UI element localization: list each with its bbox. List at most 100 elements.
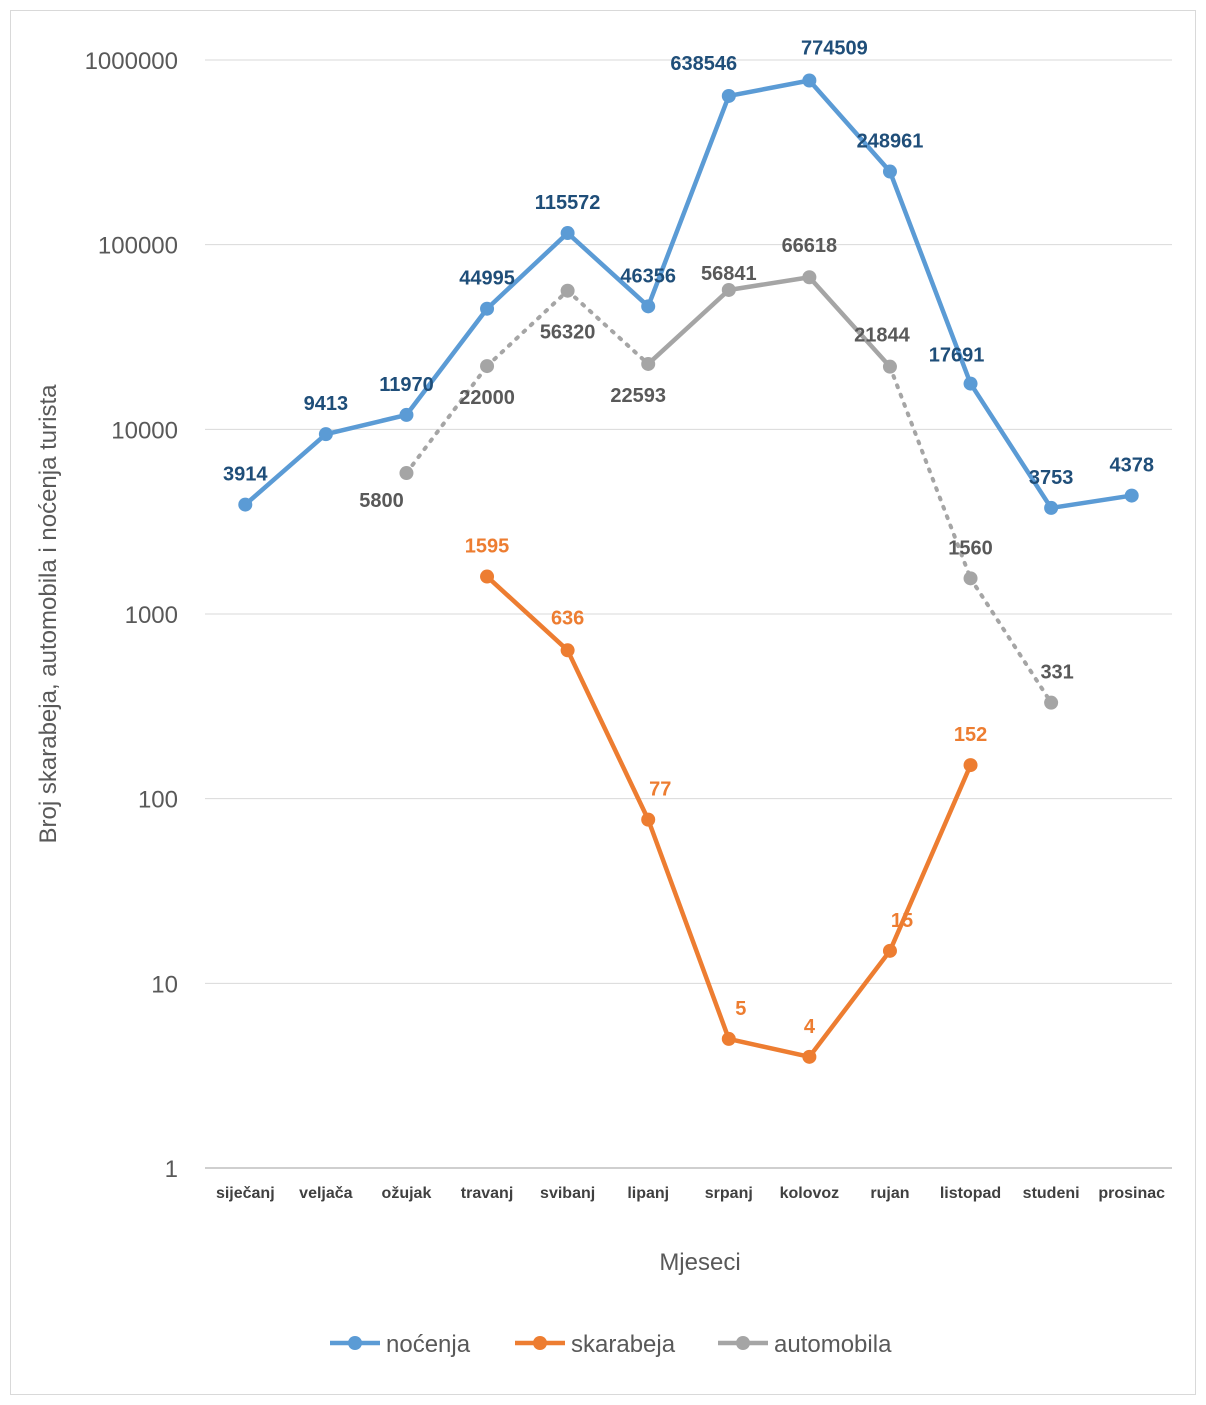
- series-segment: [565, 288, 651, 366]
- data-point: [560, 643, 575, 658]
- data-label: 5800: [359, 490, 404, 512]
- data-point: [802, 1049, 817, 1064]
- data-point: [1044, 500, 1059, 515]
- series-segment: [887, 169, 973, 386]
- data-point: [1124, 488, 1139, 503]
- series-segment: [887, 762, 973, 954]
- x-tick-label: studeni: [1023, 1185, 1080, 1202]
- series-segment: [968, 381, 1054, 511]
- series-group: [238, 73, 1139, 1064]
- data-point: [721, 1031, 736, 1046]
- data-point: [480, 569, 495, 584]
- series-segment: [807, 78, 893, 174]
- data-point: [238, 497, 253, 512]
- series-segment: [484, 574, 570, 653]
- chart-frame: [10, 10, 1196, 1395]
- data-label: 3914: [223, 464, 268, 486]
- series-segment: [726, 78, 812, 99]
- data-label: 17691: [929, 345, 985, 367]
- x-tick-label: listopad: [940, 1185, 1001, 1202]
- series-segment: [243, 431, 329, 507]
- data-labels: 3914 9413 11970 44995 115572 46356 638546 77450…: [223, 37, 1154, 1037]
- y-axis-ticks: 1 10 100 1000 10000 100000 1000000: [85, 48, 178, 1183]
- series-segment: [807, 948, 893, 1060]
- series-segment: [484, 230, 570, 311]
- data-point: [882, 943, 897, 958]
- legend-marker: [736, 1336, 750, 1350]
- data-label: 636: [551, 607, 584, 629]
- data-label: 152: [954, 724, 987, 746]
- data-point: [480, 301, 495, 316]
- series-segment: [565, 230, 651, 309]
- data-label: 22000: [459, 387, 515, 409]
- series-automobila: [399, 270, 1059, 710]
- data-point: [721, 282, 736, 297]
- data-point: [641, 812, 656, 827]
- x-tick-label: veljača: [299, 1185, 352, 1202]
- y-tick-label: 1000000: [85, 48, 178, 75]
- data-label: 56841: [701, 263, 757, 285]
- series-segment: [645, 287, 732, 367]
- data-label: 115572: [535, 192, 601, 214]
- data-point: [480, 359, 495, 374]
- data-label: 774509: [801, 37, 868, 59]
- y-tick-label: 1000: [125, 602, 178, 629]
- data-point: [641, 356, 656, 371]
- legend-item-automobila: automobila: [718, 1331, 892, 1358]
- x-tick-label: travanj: [461, 1185, 513, 1202]
- x-tick-label: prosinac: [1098, 1185, 1165, 1202]
- data-label: 9413: [304, 393, 349, 415]
- data-label: 3753: [1029, 467, 1074, 489]
- data-point: [560, 283, 575, 298]
- legend-marker: [348, 1336, 362, 1350]
- data-point: [802, 73, 817, 88]
- series-segment: [726, 274, 812, 293]
- x-axis-title: Mjeseci: [659, 1249, 740, 1276]
- data-label: 331: [1040, 662, 1073, 684]
- legend-item-skarabeja: skarabeja: [515, 1331, 676, 1358]
- x-axis-ticks: siječanj veljača ožujak travanj svibanj lipan…: [216, 1185, 1165, 1202]
- data-point: [882, 359, 897, 374]
- data-label: 638546: [670, 53, 737, 75]
- x-tick-label: rujan: [870, 1185, 909, 1202]
- series-segment: [645, 817, 732, 1042]
- series-segment: [1048, 493, 1134, 511]
- legend-marker: [533, 1336, 547, 1350]
- legend: noćenja skarabeja automobila: [330, 1331, 892, 1358]
- data-point: [399, 407, 414, 422]
- data-label: 22593: [610, 385, 666, 407]
- data-label: 21844: [854, 325, 910, 347]
- data-point: [963, 376, 978, 391]
- data-point: [318, 427, 333, 442]
- data-point: [1044, 695, 1059, 710]
- series-segment: [968, 576, 1054, 705]
- y-tick-label: 100: [138, 787, 178, 814]
- data-point: [802, 270, 817, 285]
- gridlines: [205, 59, 1172, 984]
- y-tick-label: 10: [151, 971, 178, 998]
- series-segment: [565, 648, 651, 822]
- data-label: 1560: [948, 537, 993, 559]
- data-label: 56320: [540, 322, 596, 344]
- data-label: 5: [735, 998, 746, 1020]
- series-segment: [807, 274, 893, 369]
- data-label: 1595: [465, 536, 510, 558]
- series-noćenja: [238, 73, 1139, 515]
- data-point: [882, 164, 897, 179]
- data-point: [399, 466, 414, 481]
- x-tick-label: lipanj: [627, 1185, 669, 1202]
- series-segment: [887, 364, 973, 581]
- series-skarabeja: [480, 569, 978, 1064]
- data-label: 46356: [620, 265, 676, 287]
- series-segment: [323, 412, 409, 437]
- y-tick-label: 10000: [111, 417, 178, 444]
- data-label: 11970: [379, 374, 434, 396]
- x-tick-label: siječanj: [216, 1185, 275, 1202]
- data-point: [721, 88, 736, 103]
- y-tick-label: 100000: [98, 233, 178, 260]
- data-label: 248961: [857, 131, 924, 153]
- data-point: [963, 758, 978, 773]
- data-label: 66618: [782, 235, 838, 257]
- series-segment: [404, 306, 490, 418]
